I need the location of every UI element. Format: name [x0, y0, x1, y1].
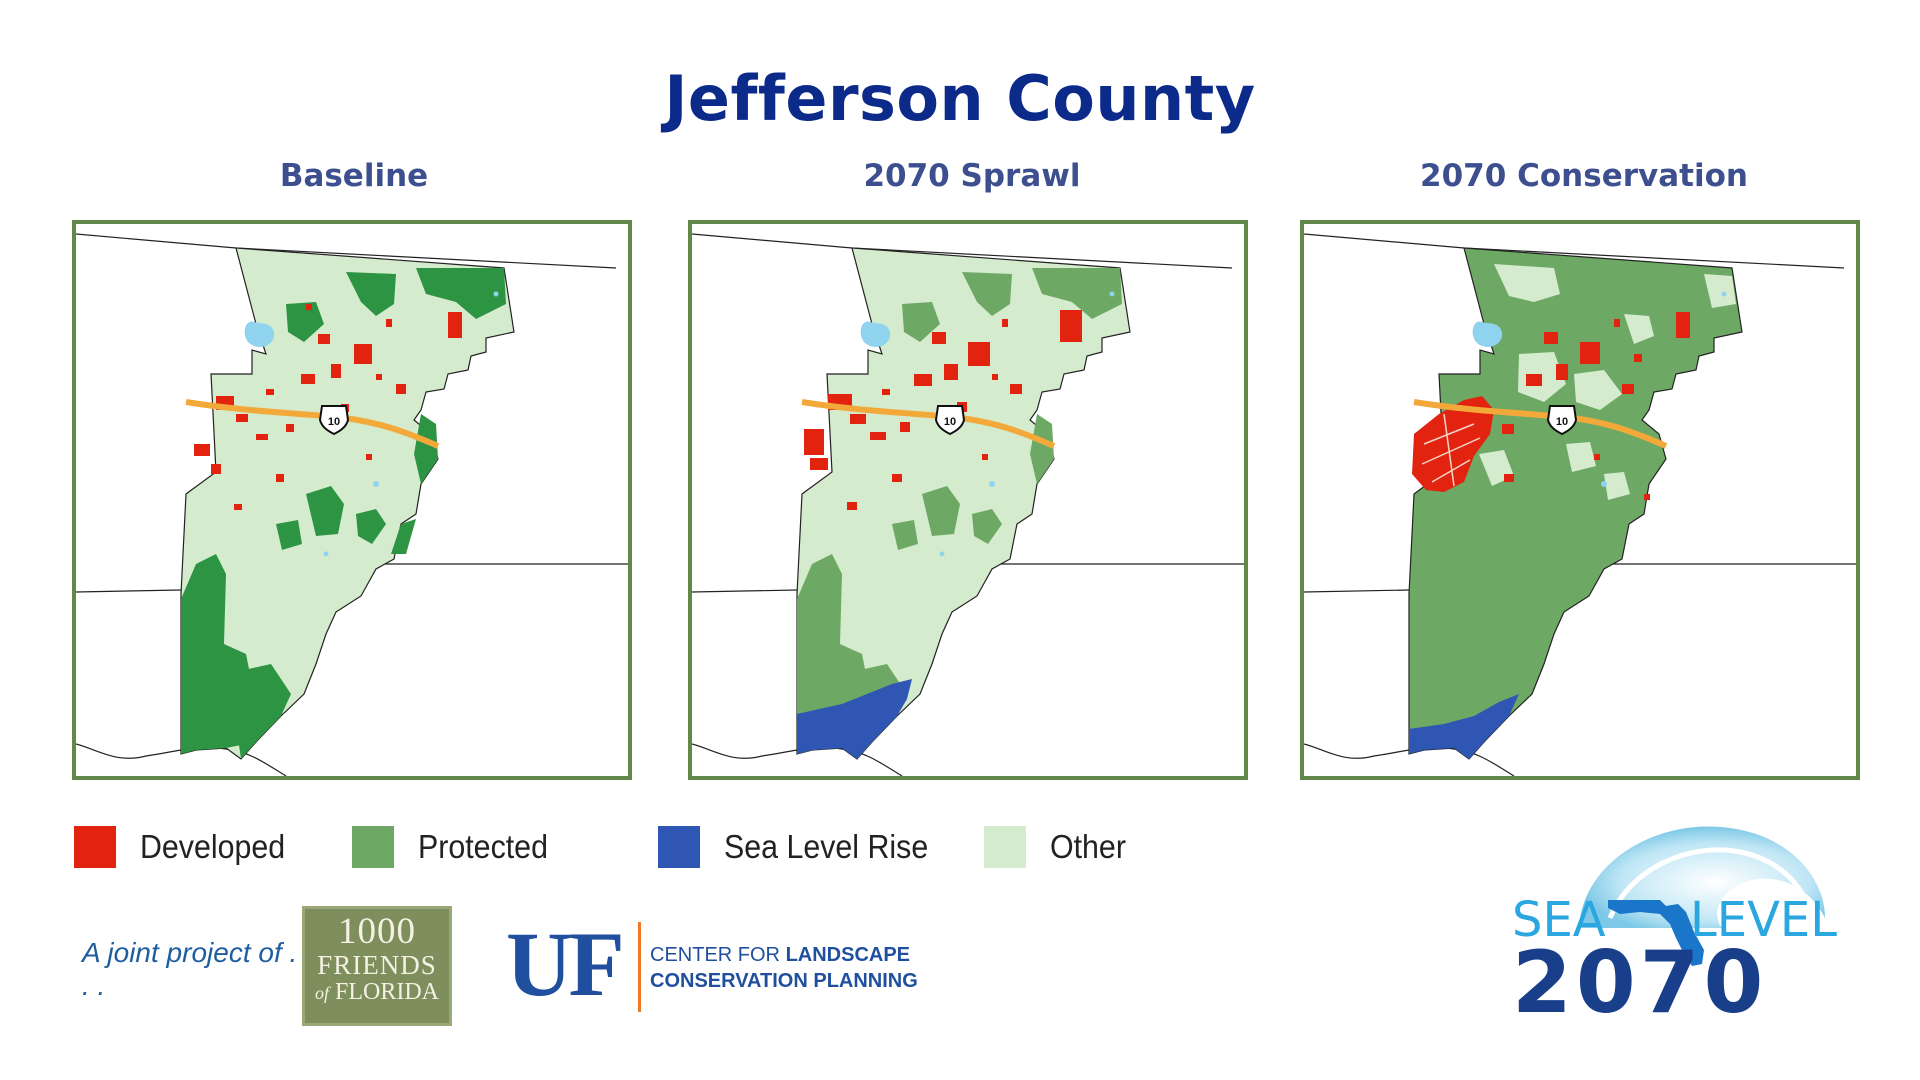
uf-center-line1: CENTER FOR LANDSCAPE [650, 942, 918, 968]
sea-word: SEA [1512, 892, 1606, 948]
legend-swatch-other [984, 826, 1026, 868]
map-conservation-svg: 10 [1304, 233, 1856, 776]
map-baseline-svg: 10 [76, 233, 628, 776]
friends-logo-number: 1000 [338, 911, 416, 952]
legend-label-sea-level-rise: Sea Level Rise [724, 828, 929, 865]
friends-logo-place: of FLORIDA [305, 979, 449, 1006]
page-title: Jefferson County [664, 62, 1256, 135]
interstate-shield-icon: 10 [1546, 405, 1578, 436]
friends-logo-florida: FLORIDA [335, 979, 440, 1005]
sea-level-2070-logo[interactable]: SEA LEVEL 2070 [1490, 808, 1850, 1028]
legend-swatch-protected [352, 826, 394, 868]
map-sprawl-svg: 10 [692, 233, 1244, 776]
water-bodies [860, 291, 1115, 557]
uf-center-name[interactable]: CENTER FOR LANDSCAPE CONSERVATION PLANNI… [650, 942, 918, 994]
level-word: LEVEL [1690, 892, 1837, 948]
interstate-label: 10 [1556, 416, 1568, 428]
developed-areas [1412, 312, 1690, 500]
joint-project-text: A joint project of . . . [82, 937, 298, 1001]
sea-level-rise-areas [797, 679, 912, 759]
legend-swatch-sea-level-rise [658, 826, 700, 868]
friends-logo-word: FRIENDS [317, 950, 437, 980]
interstate-shield-icon: 10 [934, 405, 966, 436]
legend-swatch-developed [74, 826, 116, 868]
county-shape[interactable] [1408, 247, 1743, 760]
legend-label-protected: Protected [418, 828, 548, 865]
map-conservation[interactable]: 10 [1300, 220, 1860, 780]
wave-crest-icon [1607, 847, 1811, 919]
panel-title-baseline: Baseline [279, 158, 429, 194]
map-baseline[interactable]: 10 [72, 220, 632, 780]
legend-label-other: Other [1050, 828, 1126, 865]
panel-title-conservation: 2070 Conservation [1420, 158, 1748, 194]
sea-level-rise-areas [1409, 694, 1519, 759]
map-sprawl[interactable]: 10 [688, 220, 1248, 780]
county-shape[interactable] [180, 247, 515, 760]
friends-of-florida-logo[interactable]: 1000 FRIENDS of FLORIDA [302, 906, 452, 1026]
uf-logo-divider [638, 922, 641, 1012]
water-bodies [1472, 291, 1727, 487]
interstate-label: 10 [328, 416, 340, 428]
uf-center-line2: CONSERVATION PLANNING [650, 970, 918, 992]
year-2070: 2070 [1512, 933, 1767, 1028]
florida-shape-icon [1608, 900, 1704, 966]
panel-title-sprawl: 2070 Sprawl [863, 158, 1081, 194]
county-shape[interactable] [796, 247, 1131, 760]
friends-logo-of: of [314, 983, 329, 1003]
uf-logo-mark[interactable]: UF [506, 913, 625, 1015]
legend-label-developed: Developed [140, 828, 286, 865]
water-bodies [244, 291, 499, 557]
interstate-shield-icon: 10 [318, 405, 350, 436]
protected-areas [181, 268, 506, 759]
uf-center-line1-a: CENTER FOR [650, 944, 786, 966]
developed-area-texture [1421, 413, 1481, 487]
interstate-label: 10 [944, 416, 956, 428]
uf-center-line1-b: LANDSCAPE [785, 944, 911, 966]
